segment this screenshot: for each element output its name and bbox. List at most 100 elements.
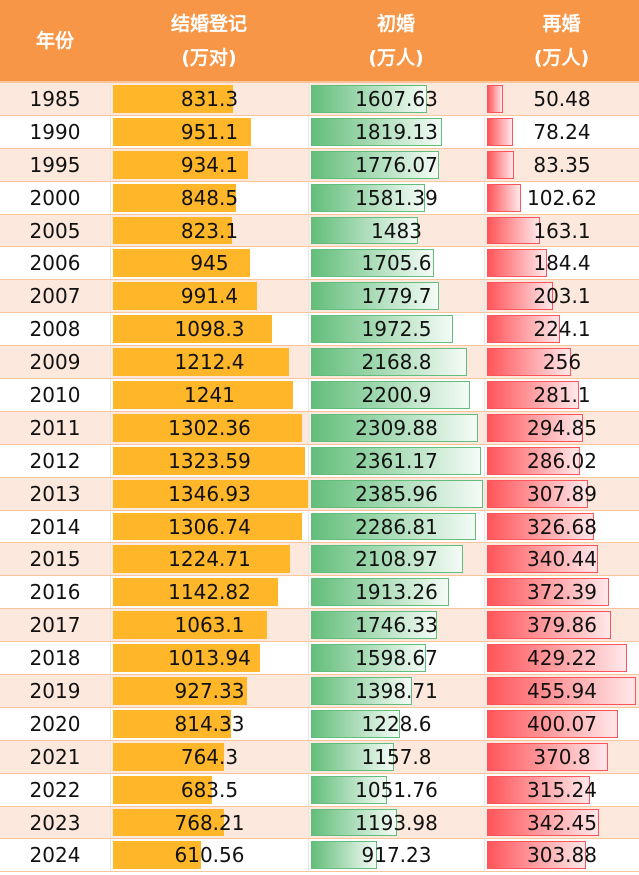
year-cell[interactable]: 2022 [0,774,110,806]
marriage-cell[interactable]: 1142.82 [110,576,308,609]
marriage-cell[interactable]: 1302.36 [110,411,308,444]
marriage-cell[interactable]: 1063.1 [110,609,308,642]
first-cell[interactable]: 1776.07 [308,148,484,181]
header-first-marriage[interactable]: 初婚 (万人) [308,0,484,81]
year-cell[interactable]: 2024 [0,839,110,871]
year-cell[interactable]: 1990 [0,116,110,148]
year-cell[interactable]: 2014 [0,511,110,543]
year-cell[interactable]: 2011 [0,412,110,444]
year-cell[interactable]: 2021 [0,741,110,773]
year-cell[interactable]: 2015 [0,543,110,575]
marriage-cell[interactable]: 814.33 [110,707,308,740]
first-cell[interactable]: 1581.39 [308,181,484,214]
re-cell[interactable]: 372.39 [484,576,639,609]
first-cell[interactable]: 2361.17 [308,444,484,477]
re-cell[interactable]: 307.89 [484,477,639,510]
header-marriage[interactable]: 结婚登记 (万对) [110,0,308,81]
marriage-cell[interactable]: 951.1 [110,115,308,148]
first-cell[interactable]: 1193.98 [308,806,484,839]
first-cell[interactable]: 1705.6 [308,247,484,280]
marriage-cell[interactable]: 1098.3 [110,313,308,346]
re-cell[interactable]: 102.62 [484,181,639,214]
header-year[interactable]: 年份 [0,0,110,81]
first-cell[interactable]: 1228.6 [308,707,484,740]
re-cell[interactable]: 379.86 [484,609,639,642]
re-cell[interactable]: 342.45 [484,806,639,839]
first-cell[interactable]: 1598.67 [308,642,484,675]
year-cell[interactable]: 2016 [0,576,110,608]
marriage-cell[interactable]: 934.1 [110,148,308,181]
re-cell[interactable]: 340.44 [484,543,639,576]
year-cell[interactable]: 2012 [0,445,110,477]
re-cell[interactable]: 281.1 [484,379,639,411]
marriage-cell[interactable]: 768.21 [110,806,308,839]
first-cell[interactable]: 2168.8 [308,346,484,379]
year-cell[interactable]: 2000 [0,182,110,214]
first-cell[interactable]: 2309.88 [308,411,484,444]
first-cell[interactable]: 2108.97 [308,543,484,576]
year-cell[interactable]: 2023 [0,807,110,839]
first-cell[interactable]: 1913.26 [308,576,484,609]
year-cell[interactable]: 2018 [0,642,110,674]
re-cell[interactable]: 326.68 [484,510,639,543]
first-cell[interactable]: 1819.13 [308,115,484,148]
first-cell[interactable]: 2286.81 [308,510,484,543]
first-cell[interactable]: 1607.63 [308,83,484,115]
year-cell[interactable]: 2020 [0,708,110,740]
re-cell[interactable]: 163.1 [484,214,639,247]
marriage-cell[interactable]: 683.5 [110,773,308,806]
year-cell[interactable]: 2013 [0,478,110,510]
re-cell[interactable]: 50.48 [484,83,639,115]
marriage-cell[interactable]: 823.1 [110,214,308,247]
re-cell[interactable]: 83.35 [484,148,639,181]
marriage-cell[interactable]: 610.56 [110,839,308,872]
re-cell[interactable]: 256 [484,346,639,379]
re-cell[interactable]: 286.02 [484,444,639,477]
marriage-cell[interactable]: 1212.4 [110,346,308,379]
year-cell[interactable]: 2019 [0,675,110,707]
re-cell[interactable]: 203.1 [484,280,639,313]
marriage-cell[interactable]: 991.4 [110,280,308,313]
re-cell[interactable]: 370.8 [484,740,639,773]
first-cell[interactable]: 1483 [308,214,484,247]
re-cell[interactable]: 303.88 [484,839,639,872]
re-cell[interactable]: 224.1 [484,313,639,346]
re-cell[interactable]: 315.24 [484,773,639,806]
marriage-cell[interactable]: 831.3 [110,83,308,115]
header-remarriage[interactable]: 再婚 (万人) [484,0,639,81]
marriage-cell[interactable]: 945 [110,247,308,280]
year-cell[interactable]: 1985 [0,83,110,115]
first-cell[interactable]: 2385.96 [308,477,484,510]
marriage-cell[interactable]: 927.33 [110,675,308,707]
marriage-cell[interactable]: 1323.59 [110,444,308,477]
marriage-cell[interactable]: 1346.93 [110,477,308,510]
re-cell[interactable]: 294.85 [484,411,639,444]
year-cell[interactable]: 2007 [0,280,110,312]
re-cell[interactable]: 184.4 [484,247,639,280]
year-cell[interactable]: 2005 [0,215,110,247]
marriage-cell[interactable]: 1306.74 [110,510,308,543]
marriage-cell[interactable]: 1224.71 [110,543,308,576]
first-cell[interactable]: 2200.9 [308,379,484,411]
year-cell[interactable]: 2010 [0,379,110,411]
re-cell[interactable]: 455.94 [484,675,639,707]
first-cell[interactable]: 1157.8 [308,740,484,773]
first-cell[interactable]: 1398.71 [308,675,484,707]
re-cell[interactable]: 78.24 [484,115,639,148]
marriage-cell[interactable]: 1013.94 [110,642,308,675]
year-cell[interactable]: 1995 [0,149,110,181]
year-cell[interactable]: 2017 [0,609,110,641]
marriage-cell[interactable]: 764.3 [110,740,308,773]
first-cell[interactable]: 1779.7 [308,280,484,313]
first-cell[interactable]: 1746.33 [308,609,484,642]
re-cell[interactable]: 400.07 [484,707,639,740]
re-cell[interactable]: 429.22 [484,642,639,675]
year-cell[interactable]: 2009 [0,346,110,378]
marriage-cell[interactable]: 1241 [110,379,308,411]
first-cell[interactable]: 917.23 [308,839,484,872]
marriage-cell[interactable]: 848.5 [110,181,308,214]
year-cell[interactable]: 2006 [0,247,110,279]
year-cell[interactable]: 2008 [0,313,110,345]
first-cell[interactable]: 1051.76 [308,773,484,806]
first-cell[interactable]: 1972.5 [308,313,484,346]
